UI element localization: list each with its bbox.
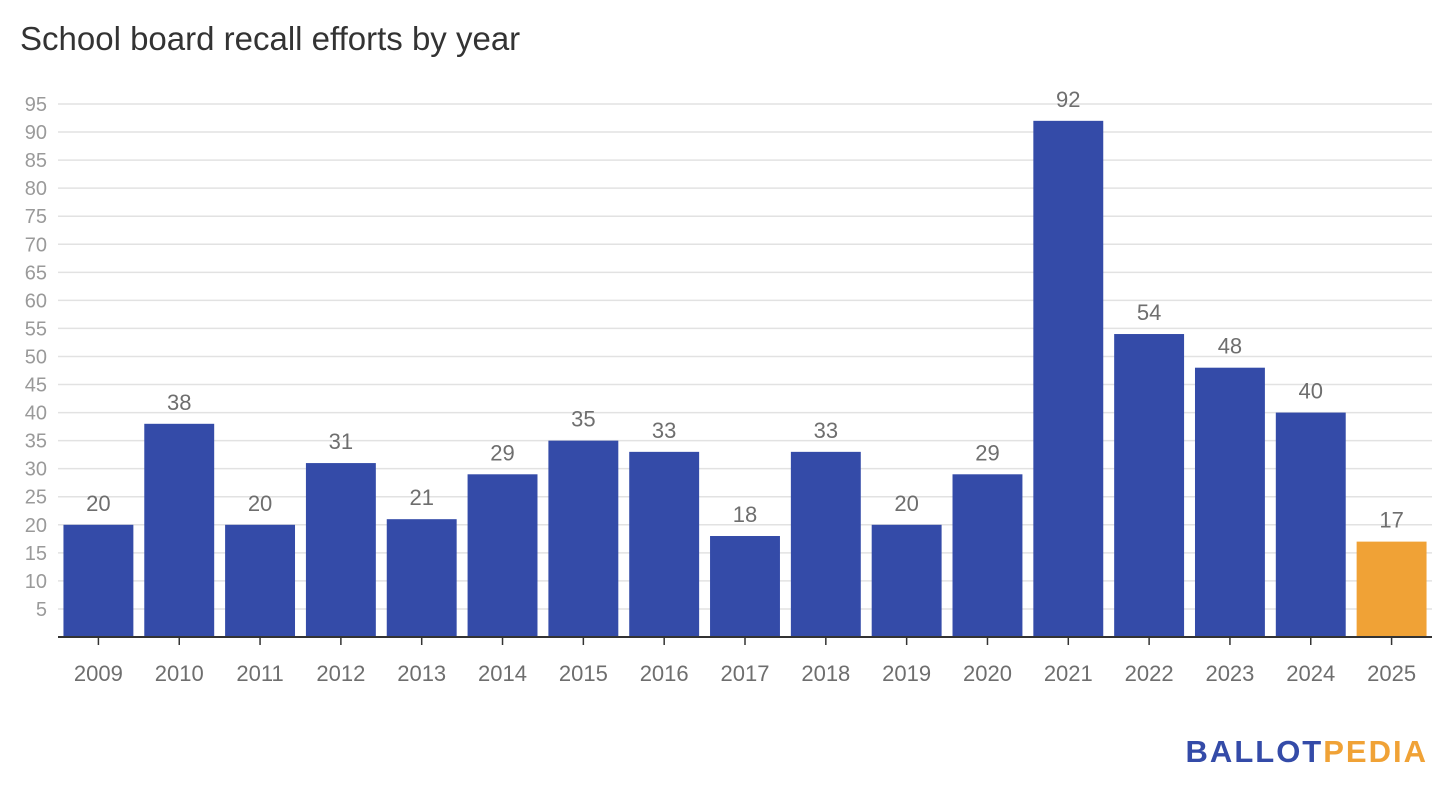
x-tick-label-2010: 2010 <box>155 661 204 686</box>
y-tick-label: 45 <box>25 375 47 397</box>
y-tick-label: 60 <box>25 290 47 312</box>
bars <box>63 120 1427 637</box>
x-axis-ticks: 2009 2010 2011 2012 2013 2014 2015 2016 2017 2018… <box>74 637 1416 686</box>
y-tick-label: 70 <box>25 234 47 256</box>
data-label-2012: 31 <box>329 429 353 454</box>
data-label-2022: 54 <box>1137 300 1161 325</box>
y-tick-label: 65 <box>25 262 47 284</box>
bar-2023 <box>1194 367 1265 637</box>
x-tick-label-2011: 2011 <box>236 661 283 686</box>
y-tick-label: 35 <box>25 431 47 453</box>
bar-2019 <box>871 524 942 637</box>
x-tick-label-2023: 2023 <box>1205 661 1254 686</box>
data-label-2011: 20 <box>248 491 272 516</box>
bar-2022 <box>1114 334 1185 637</box>
x-tick-label-2024: 2024 <box>1286 661 1335 686</box>
data-label-2013: 21 <box>409 485 433 510</box>
bar-2009 <box>63 524 134 637</box>
x-tick-label-2016: 2016 <box>640 661 689 686</box>
x-tick-label-2022: 2022 <box>1125 661 1174 686</box>
y-tick-label: 20 <box>25 515 47 537</box>
y-tick-label: 85 <box>25 150 47 172</box>
y-tick-label: 75 <box>25 206 47 228</box>
x-tick-label-2014: 2014 <box>478 661 527 686</box>
bar-2017 <box>710 536 780 637</box>
data-label-2025: 17 <box>1379 508 1403 533</box>
x-tick-label-2013: 2013 <box>397 661 446 686</box>
data-label-2019: 20 <box>894 491 918 516</box>
y-tick-label: 25 <box>25 487 47 509</box>
bar-2012 <box>305 463 376 637</box>
logo-part-pedia: PEDIA <box>1323 734 1428 769</box>
y-tick-label: 55 <box>25 318 47 340</box>
bar-2020 <box>952 474 1023 637</box>
x-tick-label-2009: 2009 <box>74 661 123 686</box>
data-label-2010: 38 <box>167 390 191 415</box>
bar-2014 <box>467 474 538 637</box>
data-label-2023: 48 <box>1218 334 1242 359</box>
data-label-2021: 92 <box>1056 87 1080 112</box>
y-tick-label: 95 <box>25 94 47 116</box>
data-label-2009: 20 <box>86 491 110 516</box>
bar-2024 <box>1275 412 1346 637</box>
data-label-2020: 29 <box>975 440 999 465</box>
data-labels: 20 38 20 31 21 29 35 33 18 33 20 29 92 54 48 40 17 <box>86 87 1404 533</box>
x-tick-label-2017: 2017 <box>721 661 770 686</box>
y-tick-label: 90 <box>25 122 47 144</box>
y-tick-label: 80 <box>25 178 47 200</box>
data-label-2015: 35 <box>571 407 595 432</box>
data-label-2014: 29 <box>490 440 514 465</box>
y-tick-label: 40 <box>25 403 47 425</box>
bar-2015 <box>548 440 619 637</box>
bar-2010 <box>144 423 215 637</box>
x-tick-label-2019: 2019 <box>882 661 931 686</box>
data-label-2024: 40 <box>1299 379 1323 404</box>
bar-2018 <box>790 451 861 637</box>
y-tick-label: 5 <box>36 599 47 621</box>
data-label-2017: 18 <box>733 502 757 527</box>
bar-2011 <box>225 524 296 637</box>
data-label-2016: 33 <box>652 418 676 443</box>
x-tick-label-2020: 2020 <box>963 661 1012 686</box>
x-tick-label-2021: 2021 <box>1044 661 1093 686</box>
y-tick-label: 30 <box>25 459 47 481</box>
y-tick-label: 10 <box>25 571 47 593</box>
y-tick-label: 50 <box>25 346 47 368</box>
ballotpedia-logo: BALLOTPEDIA <box>1186 734 1428 770</box>
bar-2013 <box>386 519 457 637</box>
x-tick-label-2018: 2018 <box>801 661 850 686</box>
bar-2021 <box>1033 120 1104 637</box>
x-tick-label-2012: 2012 <box>316 661 365 686</box>
data-label-2018: 33 <box>814 418 838 443</box>
y-tick-label: 15 <box>25 543 47 565</box>
bar-2025 <box>1356 541 1427 637</box>
logo-part-ballot: BALLOT <box>1185 734 1324 769</box>
x-tick-label-2025: 2025 <box>1367 661 1416 686</box>
y-axis-ticks: 5 10 15 20 25 30 35 40 45 50 55 60 65 70 75 80 85 90 95 <box>25 94 47 621</box>
bar-2016 <box>629 451 700 637</box>
x-tick-label-2015: 2015 <box>559 661 608 686</box>
chart-title: School board recall efforts by year <box>20 20 521 57</box>
